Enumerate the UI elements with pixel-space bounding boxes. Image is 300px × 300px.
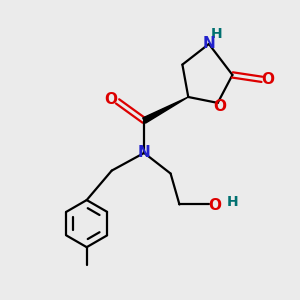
Text: N: N xyxy=(202,37,215,52)
Text: O: O xyxy=(261,72,274,87)
Text: H: H xyxy=(210,27,222,41)
Text: O: O xyxy=(214,99,226,114)
Text: N: N xyxy=(138,146,151,160)
Text: O: O xyxy=(105,92,118,107)
Text: O: O xyxy=(208,198,221,213)
Text: H: H xyxy=(226,194,238,208)
Polygon shape xyxy=(143,97,188,123)
